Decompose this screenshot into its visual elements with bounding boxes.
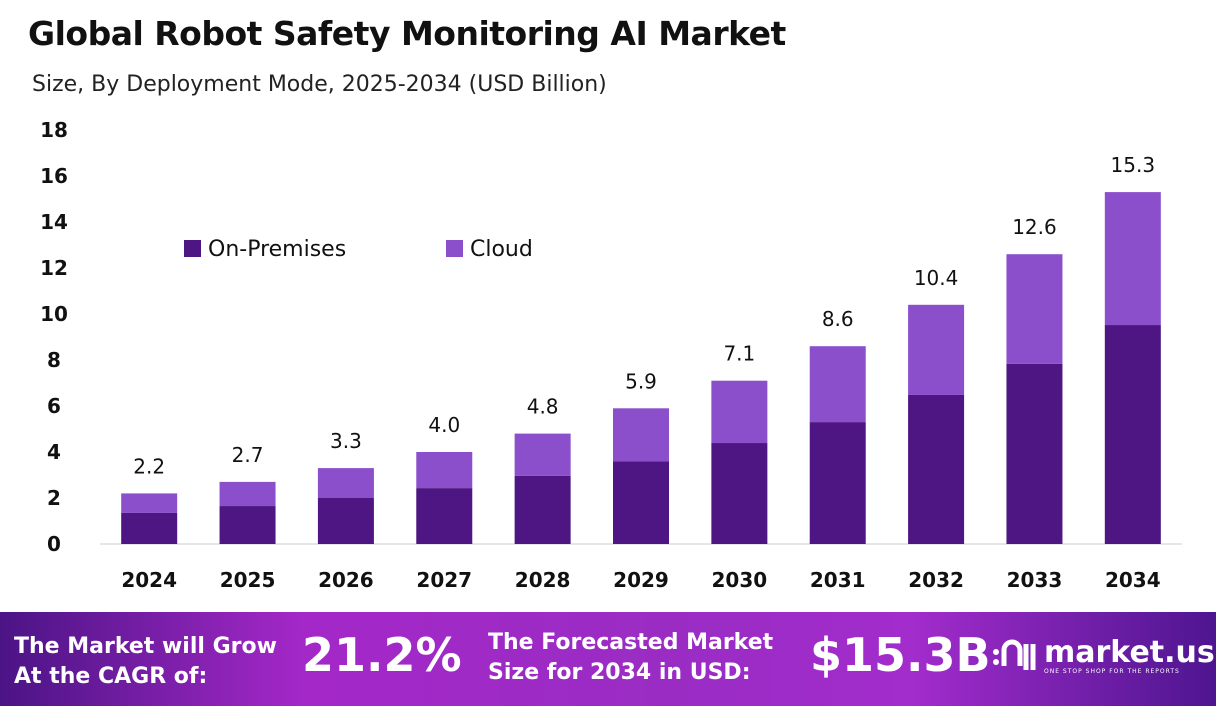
- bar-cloud-2030: [711, 380, 768, 444]
- logo-icon: [993, 639, 1036, 670]
- total-label-2025: 2.7: [232, 443, 264, 467]
- x-tick-label: 2030: [712, 568, 768, 592]
- bar-chart: 0 2 4 6 8 10 12 14 16 18 2.2 2024 2.7 2025 3.3 2026 4.0 2…: [40, 118, 1182, 592]
- market-us-logo: market.us ONE STOP SHOP FOR THE REPORTS: [992, 636, 1215, 676]
- total-label-2034: 15.3: [1111, 153, 1156, 177]
- y-tick-label: 4: [47, 440, 61, 464]
- chart-subtitle: Size, By Deployment Mode, 2025-2034 (USD…: [32, 72, 607, 97]
- bar-on-premises-2032: [908, 394, 965, 544]
- bar-on-premises-2030: [711, 443, 768, 544]
- forecast-value: $15.3B: [810, 628, 991, 682]
- forecast-label-line: Size for 2034 in USD:: [488, 660, 751, 685]
- bar-cloud-2034: [1104, 192, 1161, 326]
- x-tick-label: 2034: [1105, 568, 1161, 592]
- forecast-label: The Forecasted Market Size for 2034 in U…: [488, 628, 773, 688]
- total-label-2033: 12.6: [1012, 215, 1057, 239]
- total-label-2027: 4.0: [428, 413, 460, 437]
- bar-cloud-2032: [908, 304, 965, 395]
- logo-tagline: ONE STOP SHOP FOR THE REPORTS: [1044, 667, 1180, 675]
- bar-cloud-2033: [1006, 254, 1063, 364]
- bar-cloud-2028: [514, 433, 571, 476]
- total-label-2029: 5.9: [625, 369, 657, 393]
- footer-banner: The Market will Grow At the CAGR of: 21.…: [0, 612, 1216, 706]
- legend-swatch: [184, 240, 201, 257]
- chart-title: Global Robot Safety Monitoring AI Market: [28, 14, 786, 53]
- bar-on-premises-2034: [1104, 325, 1161, 544]
- x-tick-label: 2027: [416, 568, 472, 592]
- bar-cloud-2029: [613, 408, 669, 462]
- y-tick-label: 2: [47, 486, 61, 510]
- bar-on-premises-2025: [219, 506, 276, 544]
- x-tick-label: 2026: [318, 568, 374, 592]
- legend-label: On-Premises: [208, 237, 346, 262]
- x-tick-label: 2024: [121, 568, 177, 592]
- bar-cloud-2024: [121, 493, 178, 513]
- x-tick-label: 2032: [908, 568, 964, 592]
- bar-on-premises-2024: [121, 512, 178, 544]
- bar-on-premises-2027: [416, 488, 473, 544]
- y-tick-label: 18: [40, 118, 68, 142]
- y-tick-label: 8: [47, 348, 61, 372]
- forecast-label-line: The Forecasted Market: [488, 630, 774, 655]
- bar-cloud-2027: [416, 452, 473, 489]
- total-label-2030: 7.1: [723, 342, 755, 366]
- total-label-2028: 4.8: [527, 395, 559, 419]
- x-tick-label: 2028: [515, 568, 571, 592]
- x-tick-label: 2029: [613, 568, 669, 592]
- legend-label: Cloud: [470, 237, 533, 262]
- total-label-2031: 8.6: [822, 307, 854, 331]
- bar-on-premises-2033: [1006, 363, 1063, 544]
- legend-swatch: [446, 240, 463, 257]
- y-tick-label: 16: [40, 164, 68, 188]
- x-tick-label: 2025: [220, 568, 276, 592]
- total-label-2026: 3.3: [330, 429, 362, 453]
- cagr-value: 21.2%: [302, 628, 462, 682]
- y-tick-label: 14: [40, 210, 68, 234]
- bar-on-premises-2029: [613, 461, 669, 544]
- y-tick-label: 10: [40, 302, 68, 326]
- cagr-label-line: The Market will Grow: [14, 634, 277, 659]
- x-tick-label: 2031: [810, 568, 866, 592]
- bar-cloud-2025: [219, 481, 276, 507]
- cagr-label-line: At the CAGR of:: [14, 664, 208, 689]
- total-label-2024: 2.2: [133, 454, 165, 478]
- bar-cloud-2031: [809, 346, 866, 423]
- cagr-label: The Market will Grow At the CAGR of:: [14, 632, 277, 692]
- bar-on-premises-2031: [809, 422, 866, 544]
- total-label-2032: 10.4: [914, 266, 959, 290]
- x-tick-label: 2033: [1007, 568, 1063, 592]
- bar-cloud-2026: [317, 468, 374, 498]
- y-tick-label: 6: [47, 394, 61, 418]
- y-tick-label: 12: [40, 256, 68, 280]
- bar-on-premises-2026: [317, 498, 374, 544]
- logo-text: market.us: [1044, 634, 1215, 670]
- y-tick-label: 0: [47, 532, 61, 556]
- bar-on-premises-2028: [514, 475, 571, 544]
